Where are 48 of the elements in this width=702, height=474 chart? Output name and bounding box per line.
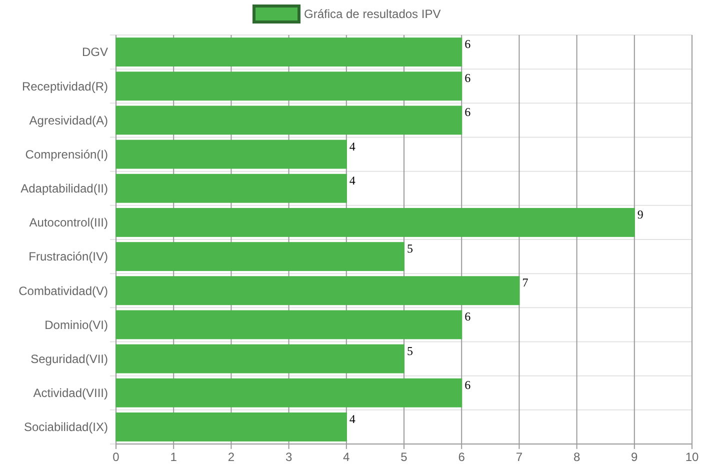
data-label: 6 <box>464 71 471 86</box>
x-tick-label: 7 <box>516 450 523 464</box>
bar <box>116 378 462 408</box>
y-tick-label: DGV <box>82 45 108 60</box>
y-tick-label: Actividad(VIII) <box>33 386 108 400</box>
bar <box>116 106 462 135</box>
bar <box>116 344 404 374</box>
data-label: 4 <box>349 139 356 154</box>
bar <box>116 140 347 169</box>
data-label: 6 <box>464 37 471 52</box>
bar <box>116 412 347 442</box>
y-tick-label: Comprensión(I) <box>25 147 108 162</box>
x-tick-label: 6 <box>458 450 466 464</box>
bar <box>116 276 520 306</box>
data-label: 5 <box>407 242 413 256</box>
data-label: 6 <box>464 105 471 120</box>
x-tick-label: 4 <box>343 450 350 464</box>
y-tick-label: Combatividad(V) <box>18 284 108 298</box>
bar <box>116 174 347 203</box>
legend-label: Gráfica de resultados IPV <box>304 7 441 22</box>
data-label: 4 <box>349 412 356 426</box>
x-tick-label: 2 <box>228 450 235 464</box>
y-tick-label: Adaptabilidad(II) <box>20 182 108 196</box>
bar <box>116 72 462 101</box>
bar <box>116 38 462 67</box>
data-label: 5 <box>407 344 413 358</box>
x-tick-label: 8 <box>573 450 580 464</box>
y-tick-label: Sociabilidad(IX) <box>24 420 108 434</box>
data-label: 9 <box>637 207 644 222</box>
data-label: 6 <box>464 310 471 324</box>
data-label: 6 <box>464 378 471 392</box>
y-tick-label: Dominio(VI) <box>44 318 108 332</box>
y-tick-label: Agresividad(A) <box>29 113 108 128</box>
y-tick-label: Seguridad(VII) <box>30 352 108 366</box>
bar <box>116 242 404 272</box>
y-tick-label: Frustración(IV) <box>28 250 108 264</box>
bar <box>116 310 462 340</box>
y-tick-label: Autocontrol(III) <box>29 216 108 230</box>
x-tick-label: 9 <box>631 450 638 464</box>
x-tick-label: 10 <box>685 450 699 464</box>
y-tick-label: Receptividad(R) <box>22 79 108 94</box>
x-tick-label: 5 <box>400 450 408 464</box>
x-tick-label: 3 <box>285 450 292 464</box>
data-label: 7 <box>522 276 528 290</box>
bar <box>116 208 635 237</box>
x-tick-label: 0 <box>112 450 120 464</box>
data-label: 4 <box>349 173 356 188</box>
x-tick-label: 1 <box>170 450 178 464</box>
